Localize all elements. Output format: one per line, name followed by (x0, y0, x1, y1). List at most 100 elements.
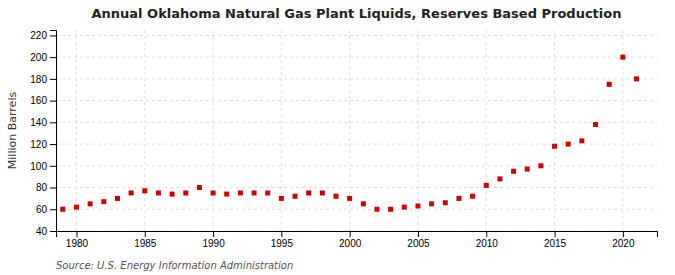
x-tick: 2000 (339, 231, 362, 249)
x-axis-line (57, 232, 658, 238)
x-tick: 1995 (271, 231, 294, 249)
x-tick: 1985 (134, 231, 157, 249)
grid-line-x (417, 30, 418, 231)
y-axis-line (50, 31, 57, 232)
x-tick: 2010 (476, 231, 499, 249)
x-tick-mark (281, 231, 282, 237)
y-tick-label: 160 (30, 95, 47, 106)
x-tick-mark (623, 231, 624, 237)
point (211, 190, 216, 195)
point (279, 196, 284, 201)
point (183, 190, 188, 195)
y-tick-label: 200 (30, 52, 47, 63)
point (511, 169, 516, 174)
point (347, 196, 352, 201)
x-tick-mark (145, 231, 146, 237)
point (197, 185, 202, 190)
grid-line-y (56, 57, 657, 58)
point (634, 76, 639, 81)
point (429, 201, 434, 206)
point (238, 190, 243, 195)
y-tick: 120 (30, 139, 56, 150)
x-tick-label: 2010 (476, 238, 499, 249)
y-tick-label: 80 (36, 182, 48, 193)
grid-line-x (486, 30, 487, 231)
grid-line-y (56, 165, 657, 166)
y-tick: 200 (30, 52, 56, 63)
y-tick-mark (50, 188, 56, 189)
point (361, 201, 366, 206)
x-tick: 1980 (66, 231, 89, 249)
x-axis: 1980 1985 1990 1995 2000 2005 2010 2015 2020 (57, 231, 658, 249)
grid-line-y (56, 122, 657, 123)
grid-line-y (56, 209, 657, 210)
x-tick-mark (486, 231, 487, 237)
point (538, 163, 543, 168)
y-tick: 60 (36, 204, 56, 215)
grid-line-x (213, 30, 214, 231)
point (415, 204, 420, 209)
point (456, 196, 461, 201)
grid-line-y (56, 78, 657, 79)
point (484, 183, 489, 188)
x-tick-mark (76, 231, 77, 237)
grid-line-x (144, 30, 145, 231)
point (224, 192, 229, 197)
x-tick-label: 1980 (66, 238, 89, 249)
grid-line-x (622, 30, 623, 231)
point (593, 122, 598, 127)
point (443, 200, 448, 205)
point (293, 194, 298, 199)
grid-line-y (56, 187, 657, 188)
point (74, 205, 79, 210)
y-tick-label: 100 (30, 161, 47, 172)
point (607, 82, 612, 87)
point (620, 55, 625, 60)
chart-container: 1980 1985 1990 1995 2000 2005 2010 2015 2020 40 60… (0, 0, 675, 275)
point (88, 201, 93, 206)
point (101, 199, 106, 204)
point (170, 192, 175, 197)
plot-area: 1980 1985 1990 1995 2000 2005 2010 2015 2020 40 60… (30, 30, 657, 249)
point (374, 207, 379, 212)
y-tick-label: 120 (30, 139, 47, 150)
y-axis: 406080100120140160180200220 (30, 30, 56, 237)
point (142, 188, 147, 193)
point (115, 196, 120, 201)
x-tick: 2015 (544, 231, 567, 249)
x-tick-label: 1995 (271, 238, 294, 249)
points (60, 55, 639, 212)
y-tick-label: 60 (36, 204, 48, 215)
point (156, 190, 161, 195)
chart: 1980 1985 1990 1995 2000 2005 2010 2015 2020 40 60… (0, 0, 675, 275)
y-tick-mark (50, 144, 56, 145)
y-tick: 160 (30, 95, 56, 106)
y-tick-mark (50, 231, 56, 232)
grid-line-y (56, 100, 657, 101)
x-tick-mark (418, 231, 419, 237)
point (579, 138, 584, 143)
y-tick: 40 (36, 226, 56, 237)
y-tick: 140 (30, 117, 56, 128)
x-tick-label: 1985 (134, 238, 157, 249)
y-tick-mark (50, 209, 56, 210)
y-tick-mark (50, 122, 56, 123)
y-tick-label: 40 (36, 226, 48, 237)
point (470, 194, 475, 199)
x-tick-label: 2000 (339, 238, 362, 249)
x-tick: 1990 (202, 231, 225, 249)
y-tick-mark (50, 57, 56, 58)
y-tick-label: 140 (30, 117, 47, 128)
title: Annual Oklahoma Natural Gas Plant Liquid… (92, 6, 622, 21)
y-tick-mark (50, 101, 56, 102)
source: Source: U.S. Energy Information Administ… (56, 260, 293, 271)
y-tick: 80 (36, 182, 56, 193)
x-tick-mark (555, 231, 556, 237)
y-tick-label: 180 (30, 74, 47, 85)
x-tick: 2020 (612, 231, 635, 249)
x-tick-label: 2015 (544, 238, 567, 249)
x-tick-label: 2005 (407, 238, 430, 249)
y-tick: 180 (30, 74, 56, 85)
point (525, 167, 530, 172)
y-tick-mark (50, 35, 56, 36)
